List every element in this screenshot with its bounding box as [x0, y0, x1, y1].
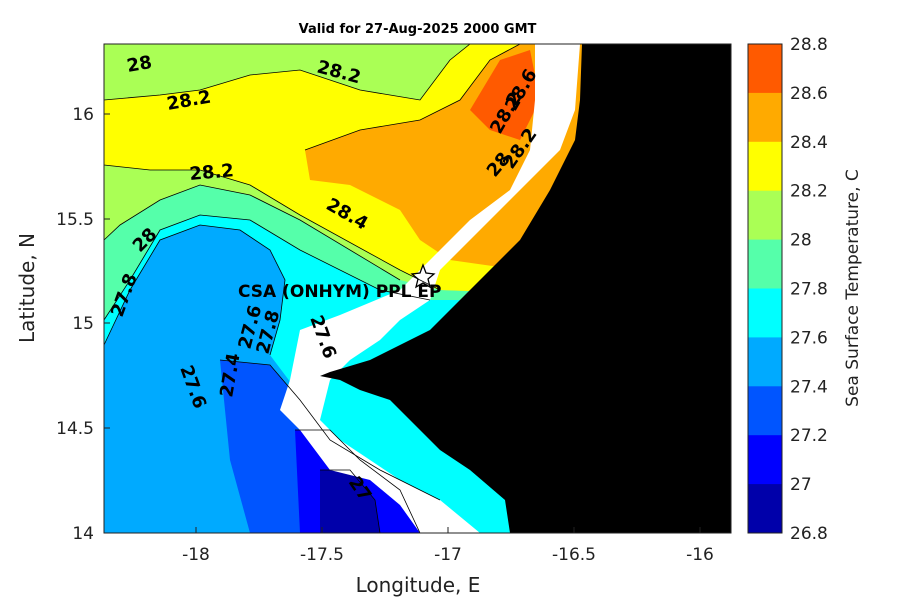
colorbar-segment — [748, 44, 782, 94]
x-tick-label: -16.5 — [552, 545, 596, 565]
y-tick-label: 15 — [72, 314, 94, 334]
y-tick-label: 14.5 — [56, 419, 94, 439]
colorbar-segment — [748, 435, 782, 485]
site-label: CSA (ONHYM) PPL EP — [238, 282, 441, 302]
colorbar-segment — [748, 141, 782, 192]
x-tick-label: -18 — [182, 545, 210, 565]
colorbar-tick-label: 27.6 — [790, 328, 828, 348]
sst-band-27-0 — [320, 470, 380, 533]
sst-contour-fill — [104, 44, 731, 533]
x-tick-label: -17.5 — [300, 545, 344, 565]
colorbar-tick-label: 28.4 — [790, 133, 828, 153]
y-axis-label: Latitude, N — [15, 233, 39, 343]
colorbar-tick-label: 28.8 — [790, 35, 828, 55]
colorbar-tick-label: 28 — [790, 231, 812, 251]
colorbar-segment — [748, 484, 782, 534]
contour-lines — [104, 44, 521, 533]
y-tick-label: 14 — [72, 524, 94, 544]
land-mass — [320, 44, 731, 533]
colorbar-segment — [748, 288, 782, 338]
map-title: Valid for 27-Aug-2025 2000 GMT — [298, 22, 537, 37]
colorbar-segment — [748, 386, 782, 436]
colorbar-segment — [748, 239, 782, 289]
colorbar-tick-label: 26.8 — [790, 524, 828, 544]
colorbar-frame — [747, 43, 783, 534]
plot-frame — [103, 43, 732, 534]
colorbar-tick-label: 28.6 — [790, 84, 828, 104]
colorbar-tick-label: 27 — [790, 475, 812, 495]
y-axis: 16 15.5 15 14.5 14 Latitude, N — [15, 105, 110, 544]
x-tick-label: -16 — [686, 545, 714, 565]
colorbar-label: Sea Surface Temperature, C — [843, 169, 863, 407]
y-tick-label: 16 — [72, 105, 94, 125]
colorbar-tick-label: 27.4 — [790, 377, 828, 397]
colorbar-tick-label: 28.2 — [790, 182, 828, 202]
colorbar-tick-label: 27.2 — [790, 426, 828, 446]
y-tick-label: 15.5 — [56, 210, 94, 230]
colorbar-segment — [748, 337, 782, 387]
sst-band-28-8 — [470, 50, 540, 140]
x-axis-label: Longitude, E — [356, 573, 481, 597]
no-data-zone — [280, 44, 580, 533]
x-axis: -18 -17.5 -17 -16.5 -16 Longitude, E — [182, 527, 714, 597]
x-tick-label: -17 — [434, 545, 462, 565]
contour-label: 28 — [125, 52, 153, 77]
site-star-icon — [410, 263, 436, 289]
colorbar-segment — [748, 190, 782, 241]
contour-label: 28.2 — [189, 160, 235, 185]
colorbar: Sea Surface Temperature, C 28.8 28.6 28.4 2… — [747, 35, 863, 544]
colorbar-segment — [748, 92, 782, 143]
colorbar-tick-label: 27.8 — [790, 280, 828, 300]
